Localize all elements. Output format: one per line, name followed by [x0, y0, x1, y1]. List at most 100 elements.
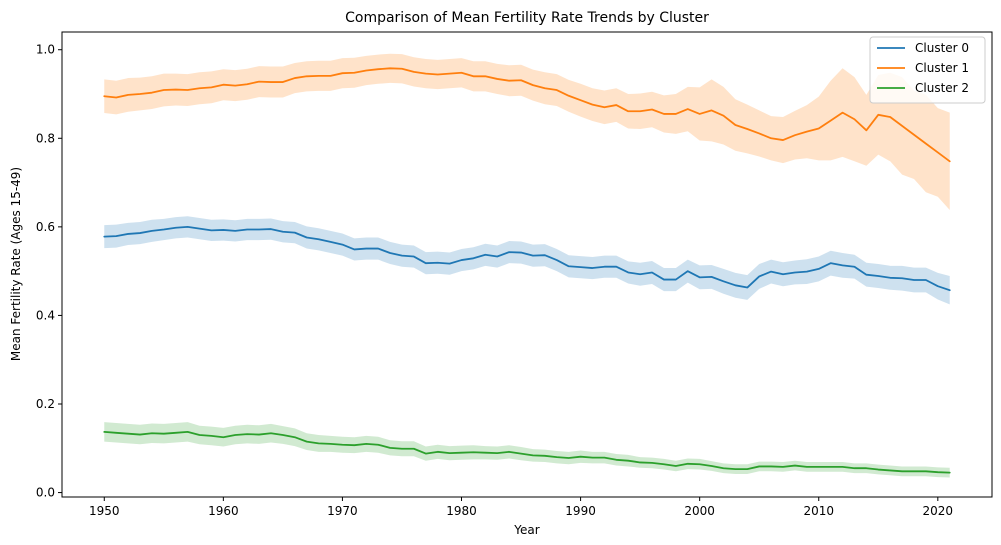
cluster-1-point	[556, 89, 558, 91]
cluster-1-point	[949, 160, 951, 162]
cluster-2-point	[377, 444, 379, 446]
cluster-0-point	[127, 233, 129, 235]
cluster-1-point	[818, 127, 820, 129]
y-tick-label: 0.4	[36, 308, 55, 322]
cluster-2-line	[103, 430, 951, 474]
cluster-2-point	[436, 451, 438, 453]
cluster-1-point	[175, 88, 177, 90]
cluster-0-point	[806, 270, 808, 272]
cluster-2-point	[413, 448, 415, 450]
cluster-0-point	[258, 228, 260, 230]
cluster-0-point	[710, 276, 712, 278]
cluster-1-legend-label: Cluster 1	[915, 61, 969, 75]
cluster-0-point	[484, 254, 486, 256]
cluster-2-point	[901, 470, 903, 472]
cluster-1-point	[663, 113, 665, 115]
cluster-1-point	[258, 80, 260, 82]
cluster-0-point	[377, 247, 379, 249]
cluster-0-point	[472, 257, 474, 259]
cluster-2-point	[746, 468, 748, 470]
x-tick-label: 2010	[803, 504, 834, 518]
cluster-1-point	[436, 73, 438, 75]
cluster-0-point	[603, 266, 605, 268]
cluster-2-point	[639, 461, 641, 463]
y-tick-label: 1.0	[36, 43, 55, 57]
cluster-2-point	[687, 463, 689, 465]
y-tick-label: 0.8	[36, 131, 55, 145]
cluster-1-point	[508, 80, 510, 82]
cluster-0-point	[460, 259, 462, 261]
cluster-0-point	[913, 279, 915, 281]
cluster-0-point	[365, 247, 367, 249]
cluster-0-point	[151, 230, 153, 232]
y-tick-label: 0.6	[36, 220, 55, 234]
cluster-2-point	[448, 452, 450, 454]
cluster-0-point	[186, 226, 188, 228]
cluster-0-point	[294, 231, 296, 233]
cluster-1-point	[913, 134, 915, 136]
cluster-1-point	[127, 94, 129, 96]
cluster-1-point	[460, 72, 462, 74]
cluster-0-point	[413, 255, 415, 257]
cluster-0-point	[925, 279, 927, 281]
cluster-2-point	[949, 471, 951, 473]
cluster-1-point	[448, 72, 450, 74]
cluster-1-point	[115, 96, 117, 98]
cluster-2-point	[841, 466, 843, 468]
cluster-2-point	[329, 443, 331, 445]
cluster-1-point	[186, 89, 188, 91]
cluster-1-confidence-band	[104, 53, 950, 211]
cluster-1-point	[746, 128, 748, 130]
cluster-2-point	[306, 440, 308, 442]
cluster-2-point	[246, 433, 248, 435]
cluster-2-point	[937, 471, 939, 473]
cluster-2-point	[556, 456, 558, 458]
cluster-2-point	[675, 465, 677, 467]
cluster-0-point	[103, 235, 105, 237]
cluster-1-point	[794, 134, 796, 136]
cluster-0-point	[556, 259, 558, 261]
cluster-2-point	[115, 432, 117, 434]
cluster-0-point	[306, 236, 308, 238]
cluster-1-point	[710, 109, 712, 111]
cluster-0-point	[246, 228, 248, 230]
cluster-1-point	[413, 71, 415, 73]
cluster-2-point	[913, 470, 915, 472]
cluster-2-point	[425, 452, 427, 454]
cluster-0-point	[663, 278, 665, 280]
cluster-0-point	[425, 262, 427, 264]
cluster-2-point	[294, 436, 296, 438]
cluster-2-point	[460, 452, 462, 454]
cluster-2-legend-label: Cluster 2	[915, 81, 969, 95]
cluster-1-point	[532, 84, 534, 86]
cluster-0-point	[115, 235, 117, 237]
cluster-2-point	[186, 431, 188, 433]
x-tick-label: 1960	[208, 504, 239, 518]
cluster-2-point	[734, 468, 736, 470]
legend: Cluster 0 Cluster 1 Cluster 2	[869, 36, 986, 104]
cluster-0-point	[508, 251, 510, 253]
cluster-2-point	[496, 452, 498, 454]
cluster-1-point	[282, 81, 284, 83]
cluster-2-point	[710, 465, 712, 467]
cluster-2-point	[151, 432, 153, 434]
cluster-1-point	[627, 110, 629, 112]
cluster-0-point	[794, 271, 796, 273]
cluster-2-point	[782, 466, 784, 468]
cluster-0-point	[651, 271, 653, 273]
chart-title: Comparison of Mean Fertility Rate Trends…	[345, 10, 709, 26]
cluster-2-point	[853, 467, 855, 469]
series-lines	[103, 67, 951, 474]
cluster-1-point	[317, 75, 319, 77]
cluster-1-point	[901, 125, 903, 127]
cluster-2-point	[234, 434, 236, 436]
cluster-2-point	[603, 456, 605, 458]
cluster-1-point	[722, 115, 724, 117]
cluster-1-point	[889, 116, 891, 118]
cluster-0-point	[579, 266, 581, 268]
cluster-0-point	[282, 231, 284, 233]
cluster-1-point	[365, 69, 367, 71]
cluster-2-point	[615, 459, 617, 461]
cluster-1-point	[389, 67, 391, 69]
